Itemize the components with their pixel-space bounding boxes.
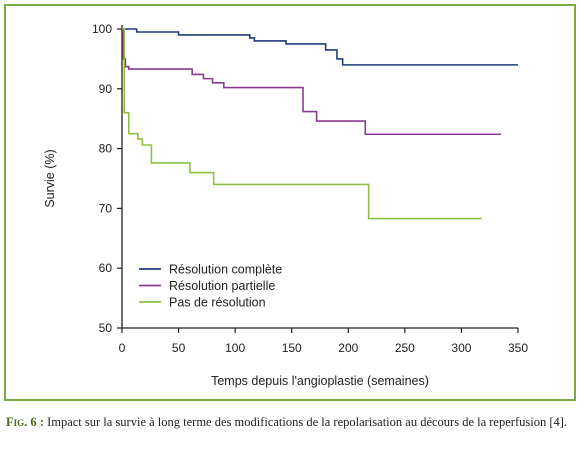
legend-label-2: Résolution partielle [169,279,275,293]
series-line-2 [122,28,502,136]
x-tick-label: 250 [395,341,415,355]
x-tick-label: 350 [508,341,528,355]
y-tick-label: 60 [99,261,113,275]
legend-label-1: Résolution complète [169,263,282,277]
x-tick-label: 0 [119,341,126,355]
figure-frame: 50 60 70 80 90 100 0 50 100 150 200 250 300 350 Temps … [4,4,576,401]
series-line-1 [122,28,518,66]
figure-label: Fig. 6 : [6,415,44,429]
x-tick-label: 150 [282,341,302,355]
x-tick-label: 300 [451,341,471,355]
y-axis-title: Survie (%) [43,149,57,207]
survival-chart: 50 60 70 80 90 100 0 50 100 150 200 250 300 350 Temps … [43,22,528,388]
y-tick-label: 50 [99,321,113,335]
y-tick-label: 70 [99,201,113,215]
caption-text: Impact sur la survie à long terme des mo… [43,415,568,429]
figure-caption: Fig. 6 : Impact sur la survie à long ter… [6,414,576,430]
y-tick-label: 80 [99,142,113,156]
x-tick-label: 50 [172,341,186,355]
x-tick-label: 200 [338,341,358,355]
legend-label-3: Pas de résolution [169,296,266,310]
y-tick-label: 100 [92,22,112,36]
x-tick-label: 100 [225,341,245,355]
y-tick-label: 90 [99,82,113,96]
x-axis-title: Temps depuis l'angioplastie (semaines) [211,374,429,388]
series-line-3 [122,28,482,220]
